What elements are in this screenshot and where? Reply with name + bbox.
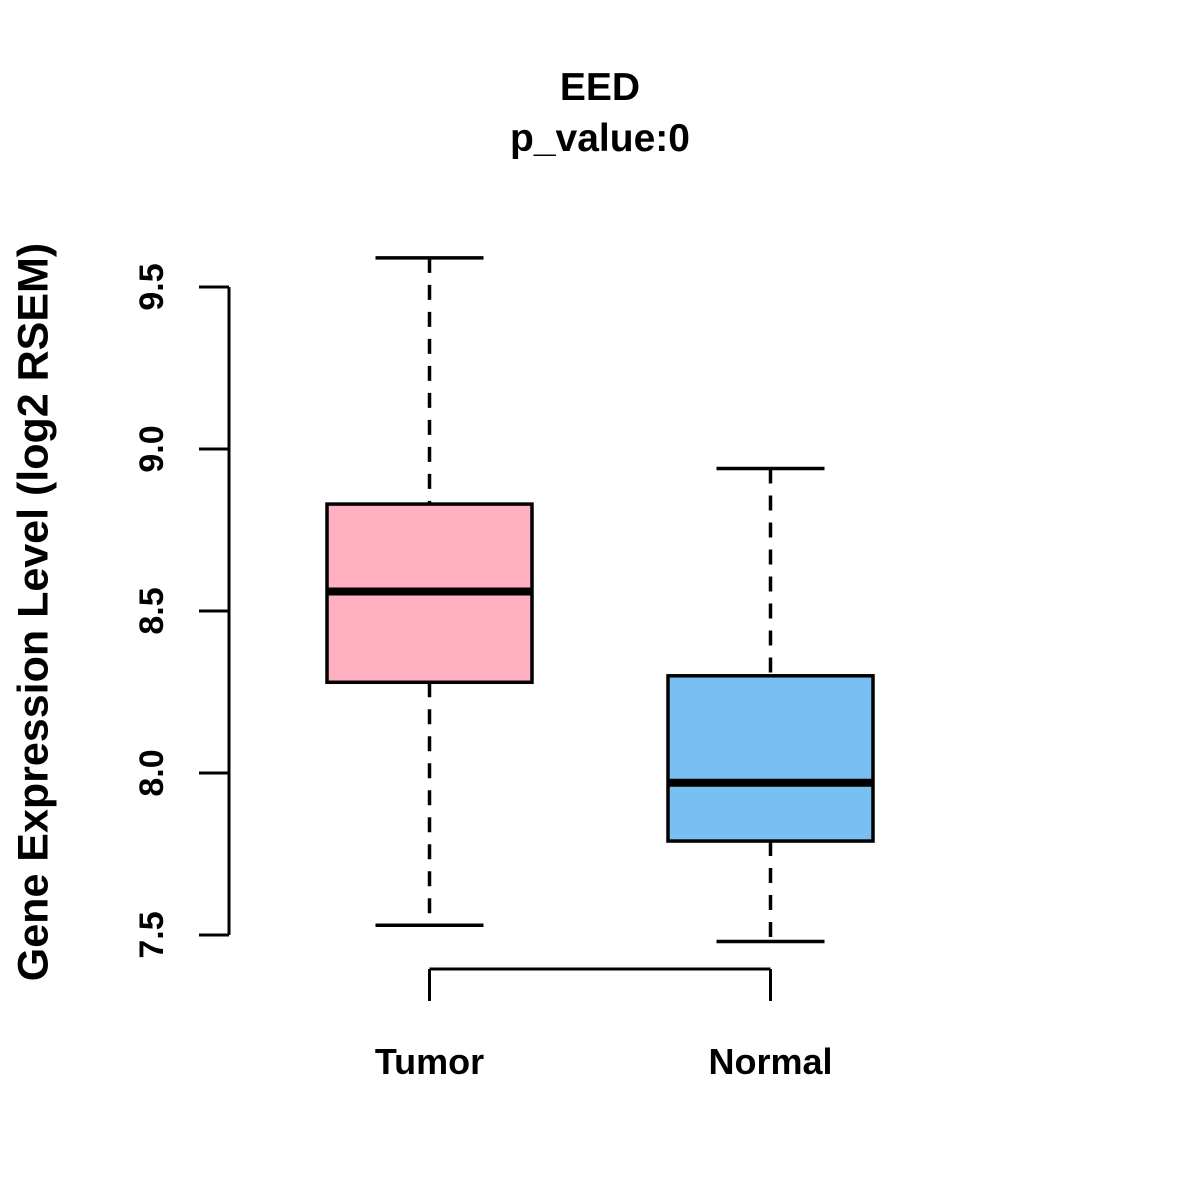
chart-title: EED: [559, 66, 641, 109]
y-tick-label: 8.5: [133, 587, 171, 634]
title-block: EED p_value:0: [0, 68, 1200, 158]
x-tick-label-normal: Normal: [708, 1041, 832, 1082]
y-tick-label: 7.5: [133, 911, 171, 958]
box-normal: [666, 674, 875, 843]
y-tick-label: 9.0: [133, 425, 171, 472]
y-tick-label: 9.5: [133, 263, 171, 310]
chart-subtitle: p_value:0: [510, 117, 690, 160]
x-tick-label-tumor: Tumor: [375, 1041, 484, 1082]
y-tick-label: 8.0: [133, 749, 171, 796]
